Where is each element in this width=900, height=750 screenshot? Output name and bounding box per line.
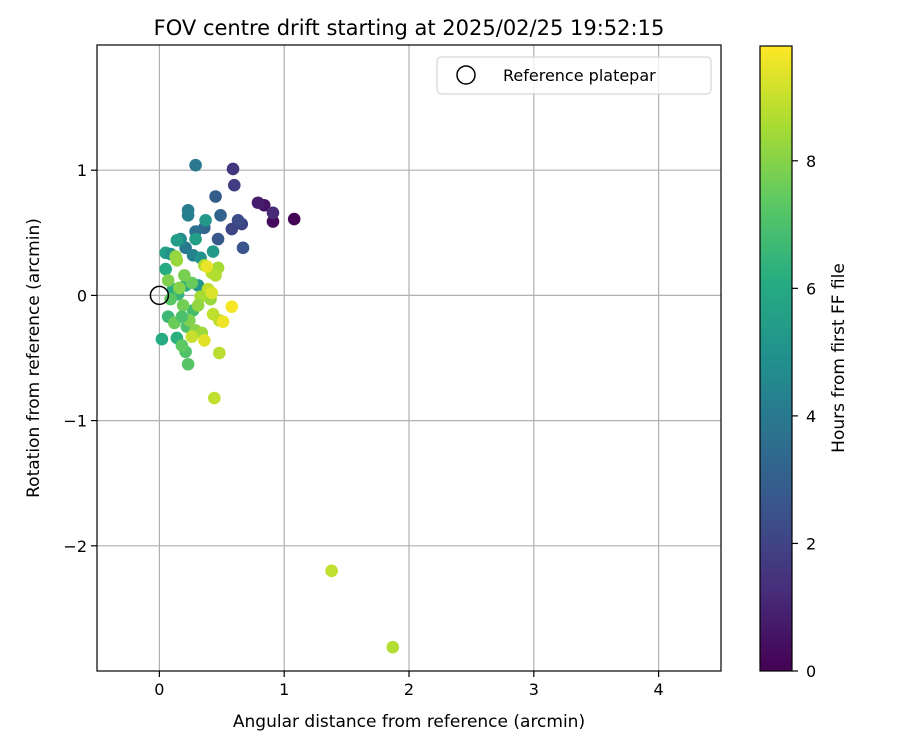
data-point: [208, 391, 221, 405]
data-point: [173, 281, 186, 295]
data-point: [178, 269, 191, 282]
x-tick-label: 1: [279, 680, 289, 699]
colorbar-label: Hours from first FF file: [829, 263, 849, 453]
scatter-points: [155, 158, 400, 654]
colorbar-tick-label: 6: [806, 279, 816, 298]
colorbar-tick-label: 2: [806, 534, 816, 553]
chart-title: FOV centre drift starting at 2025/02/25 …: [154, 16, 665, 40]
data-point: [199, 213, 212, 227]
data-point: [216, 315, 230, 328]
data-point: [266, 215, 280, 228]
data-point: [170, 234, 184, 247]
data-point: [159, 262, 172, 276]
plot-area: [96, 44, 722, 672]
data-point: [225, 222, 239, 236]
data-point: [251, 196, 265, 210]
data-point: [155, 332, 169, 346]
y-axis-label: Rotation from reference (arcmin): [24, 218, 44, 498]
data-point: [181, 208, 195, 222]
data-point: [164, 292, 177, 306]
colorbar-frame: [759, 45, 793, 672]
data-point: [226, 162, 240, 176]
data-point: [209, 269, 222, 282]
data-point: [185, 330, 199, 344]
y-tick-label: 0: [77, 286, 87, 305]
data-point: [176, 299, 190, 312]
data-point: [209, 190, 222, 203]
colorbar-tick-label: 0: [806, 662, 816, 681]
data-point: [287, 212, 301, 226]
legend: Reference platepar: [436, 56, 712, 95]
colorbar: 0 2 4 6 8 Hours from first FF file: [759, 45, 849, 681]
x-tick-label: 3: [529, 680, 539, 699]
data-point: [231, 213, 245, 227]
data-point: [266, 206, 280, 220]
data-point: [227, 178, 241, 192]
y-axis-ticks: −2 −1 0 1: [63, 161, 97, 556]
x-axis-label: Angular distance from reference (arcmin): [233, 712, 585, 732]
data-point: [225, 300, 239, 313]
data-point: [325, 564, 338, 578]
colorbar-tick-label: 8: [806, 152, 816, 171]
data-point: [205, 286, 219, 300]
colorbar-tick-label: 4: [806, 407, 816, 426]
data-point: [175, 339, 189, 352]
x-tick-label: 0: [154, 680, 164, 699]
data-point: [236, 241, 250, 255]
data-point: [161, 274, 175, 287]
y-tick-label: −1: [63, 412, 87, 431]
legend-box: [436, 56, 712, 95]
data-point: [175, 310, 189, 323]
data-point: [181, 357, 195, 371]
data-point: [206, 245, 220, 258]
colorbar-gradient: [760, 46, 792, 671]
data-point: [213, 346, 226, 360]
data-point: [386, 640, 400, 654]
legend-marker: [456, 65, 476, 85]
data-point: [211, 232, 225, 246]
y-tick-label: −2: [63, 537, 87, 556]
data-point: [200, 260, 214, 273]
x-tick-label: 4: [654, 680, 664, 699]
reference-platepar-marker: [149, 285, 170, 306]
data-point: [214, 208, 227, 222]
legend-entry-reference-platepar: Reference platepar: [503, 66, 656, 85]
x-axis-ticks: 0 1 2 3 4: [154, 671, 664, 699]
data-point: [198, 334, 211, 347]
data-point: [191, 299, 205, 312]
data-point: [189, 158, 202, 172]
colorbar-ticks: 0 2 4 6 8: [792, 152, 816, 681]
data-point: [170, 254, 184, 267]
x-tick-label: 2: [404, 680, 414, 699]
data-point: [189, 232, 202, 246]
y-tick-label: 1: [77, 161, 87, 180]
